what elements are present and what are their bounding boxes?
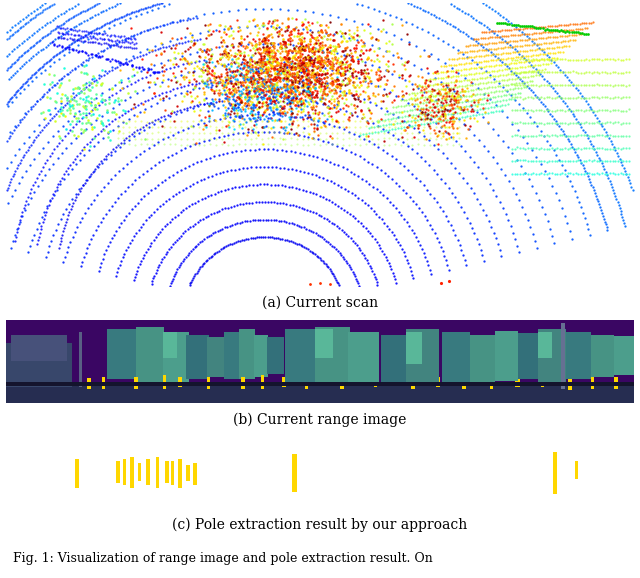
Text: (a) Current scan: (a) Current scan (262, 296, 378, 310)
Bar (156, 457, 159, 487)
Bar (116, 461, 120, 483)
Bar (138, 463, 141, 481)
Bar (575, 461, 578, 479)
Bar (172, 461, 174, 486)
Bar (179, 459, 182, 487)
Bar (75, 459, 79, 487)
Text: (b) Current range image: (b) Current range image (234, 413, 406, 427)
Text: (c) Pole extraction result by our approach: (c) Pole extraction result by our approa… (172, 517, 468, 532)
Bar (123, 459, 126, 486)
Bar (146, 459, 150, 486)
Bar (130, 457, 134, 487)
Text: Fig. 1: Visualization of range image and pole extraction result. On: Fig. 1: Visualization of range image and… (13, 551, 433, 565)
Bar (165, 461, 169, 483)
Bar (186, 465, 189, 481)
Bar (553, 452, 557, 494)
Bar (292, 454, 297, 492)
Bar (193, 463, 196, 486)
